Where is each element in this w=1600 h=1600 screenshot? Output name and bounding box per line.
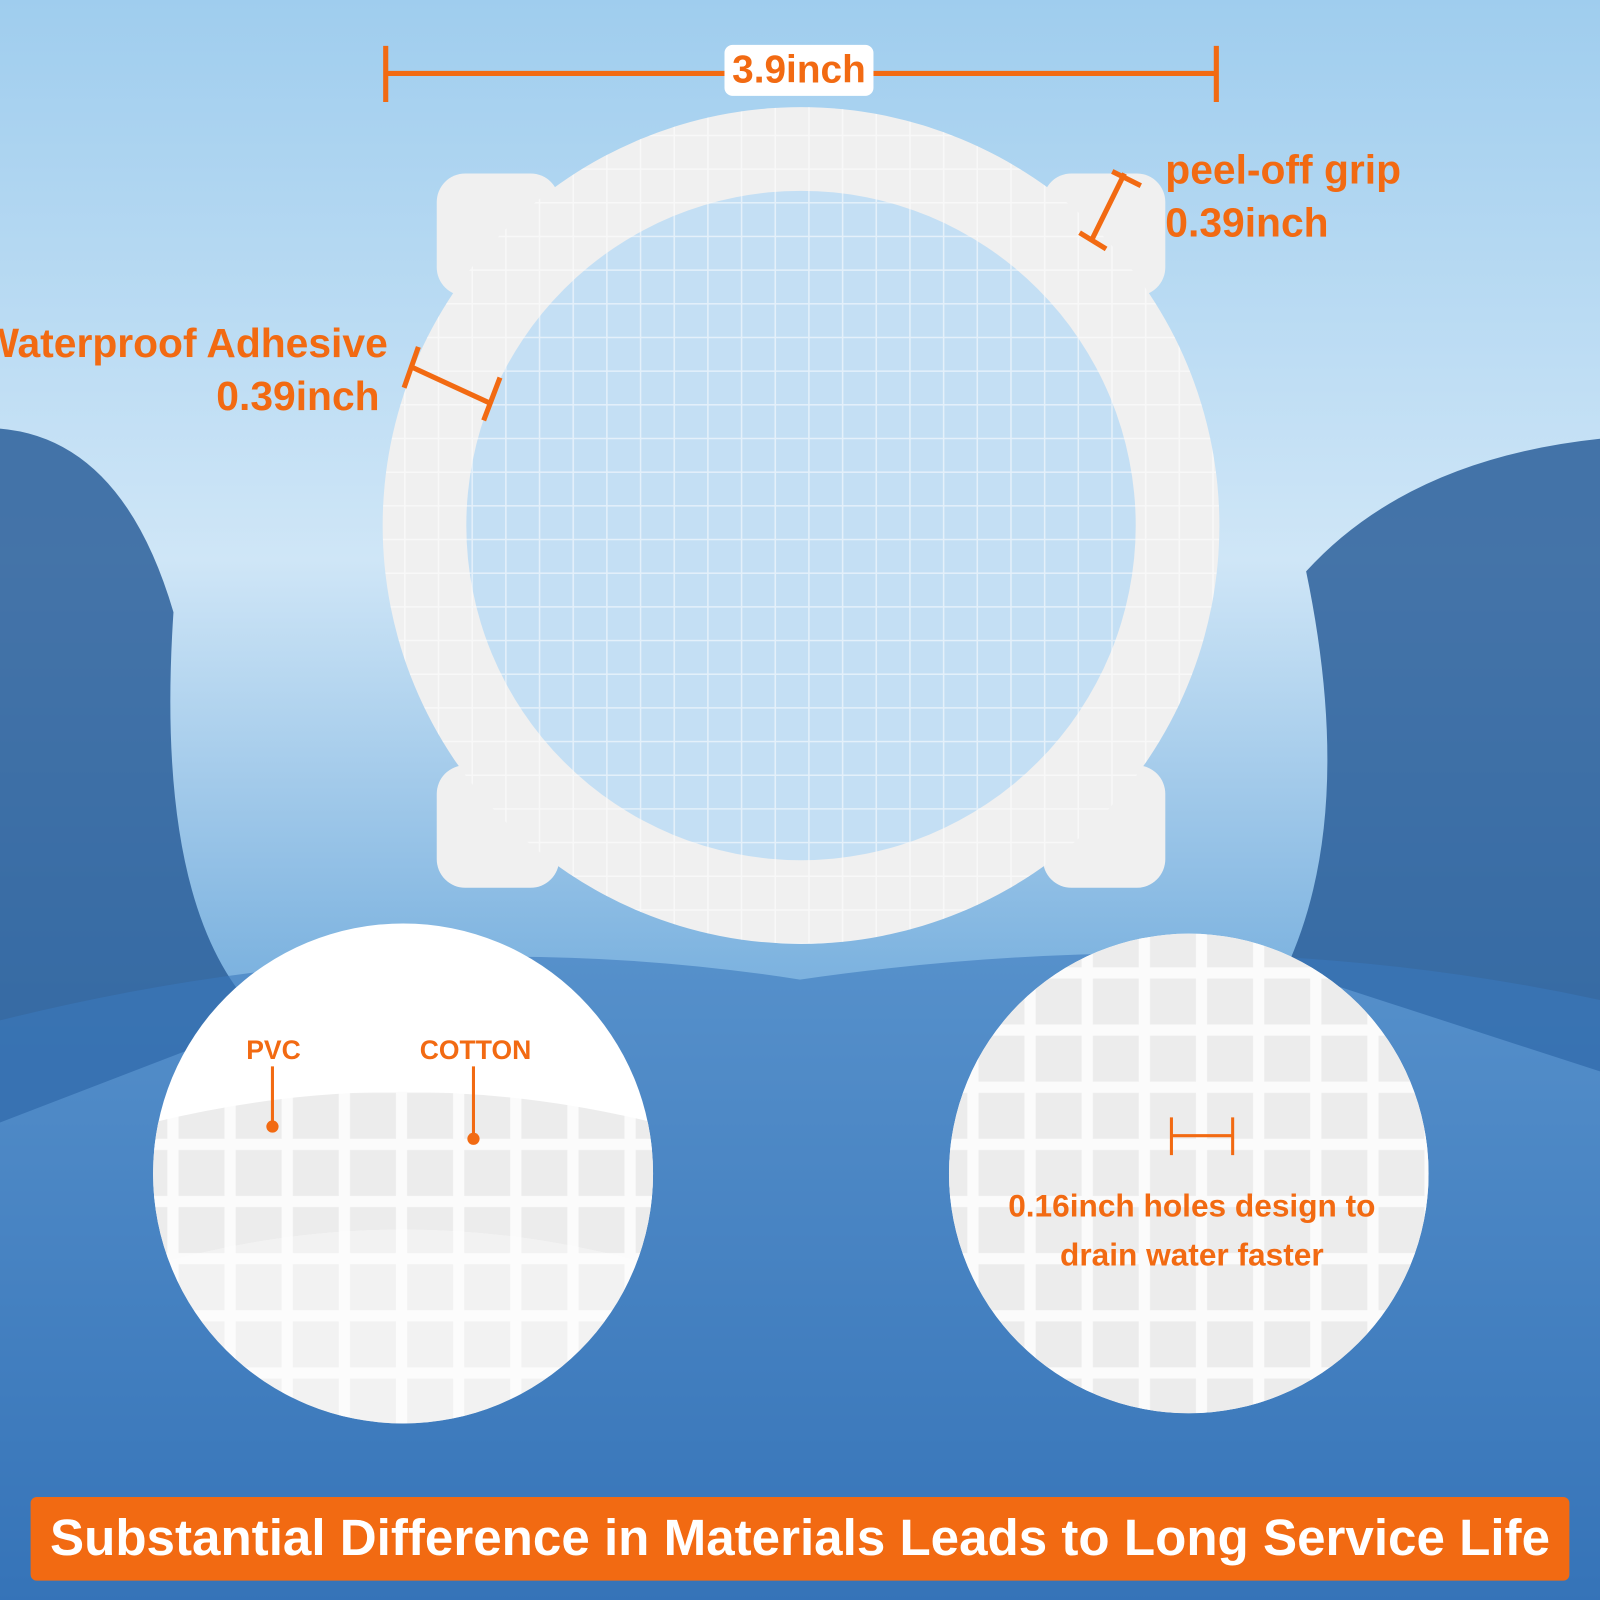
adhesive-label: Waterproof Adhesive [0, 320, 388, 366]
hole-text: drain water faster [1060, 1236, 1324, 1272]
width-dimension: 3.9inch [383, 44, 1219, 103]
rock [1285, 438, 1600, 1072]
detail-right: 0.16inch holes design to drain water fas… [948, 933, 1429, 1414]
grip-size: 0.39inch [1165, 200, 1328, 246]
layer-label: COTTON [420, 1035, 531, 1065]
grip-label: peel-off grip [1165, 147, 1401, 193]
adhesive-dimension: Waterproof Adhesive 0.39inch [0, 320, 503, 422]
banner: Substantial Difference in Materials Lead… [30, 1496, 1570, 1581]
banner-text: Substantial Difference in Materials Lead… [50, 1509, 1550, 1566]
width-label: 3.9inch [732, 49, 866, 92]
sticker [382, 107, 1220, 944]
adhesive-size: 0.39inch [216, 373, 379, 419]
rock [0, 428, 266, 1123]
detail-left: PVC COTTON [153, 923, 654, 1424]
grip-dimension: peel-off grip 0.39inch [1078, 147, 1401, 252]
layer-label: PVC [246, 1035, 301, 1065]
hole-text: 0.16inch holes design to [1008, 1187, 1375, 1223]
